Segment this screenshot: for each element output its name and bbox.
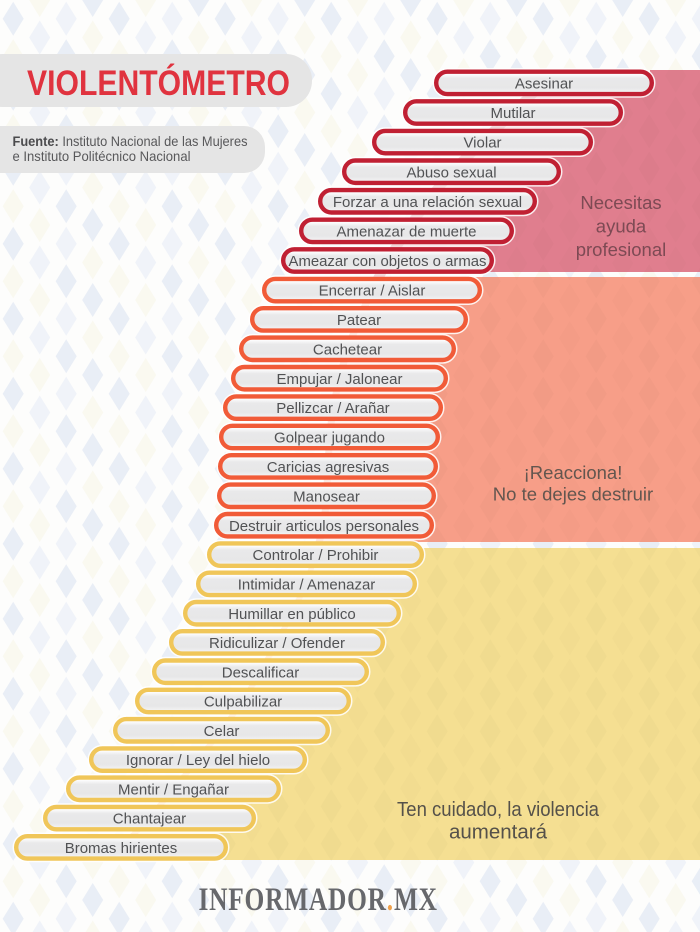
- svg-text:Pellizcar / Arañar: Pellizcar / Arañar: [276, 400, 389, 417]
- svg-text:Bromas hirientes: Bromas hirientes: [65, 840, 178, 857]
- svg-text:Descalificar: Descalificar: [222, 664, 300, 681]
- svg-text:Patear: Patear: [337, 312, 381, 329]
- svg-text:Violar: Violar: [463, 135, 501, 152]
- svg-text:Encerrar / Aislar: Encerrar / Aislar: [319, 283, 426, 300]
- svg-text:¡Reacciona!: ¡Reacciona!: [524, 462, 623, 483]
- svg-text:Mentir / Engañar: Mentir / Engañar: [118, 781, 229, 798]
- svg-text:INFORMADOR.MX: INFORMADOR.MX: [199, 882, 438, 918]
- svg-text:Humillar en público: Humillar en público: [228, 606, 356, 623]
- svg-text:Caricias agresivas: Caricias agresivas: [267, 459, 390, 476]
- svg-text:Abuso sexual: Abuso sexual: [406, 164, 496, 181]
- svg-text:VIOLENTÓMETRO: VIOLENTÓMETRO: [27, 63, 290, 103]
- svg-text:Manosear: Manosear: [293, 488, 360, 505]
- svg-text:Ameazar con objetos o armas: Ameazar con objetos o armas: [289, 253, 487, 270]
- svg-text:Celar: Celar: [204, 723, 240, 740]
- svg-text:aumentará: aumentará: [449, 821, 548, 844]
- svg-text:Mutilar: Mutilar: [490, 105, 535, 122]
- svg-text:Asesinar: Asesinar: [515, 76, 573, 93]
- svg-text:Cachetear: Cachetear: [313, 341, 382, 358]
- svg-text:Controlar / Prohibir: Controlar / Prohibir: [253, 547, 379, 564]
- svg-text:Amenazar de muerte: Amenazar de muerte: [336, 224, 476, 241]
- svg-text:profesional: profesional: [576, 239, 667, 260]
- svg-text:Intimidar / Amenazar: Intimidar / Amenazar: [238, 577, 376, 594]
- svg-text:Chantajear: Chantajear: [113, 811, 186, 828]
- svg-text:Forzar a una relación sexual: Forzar a una relación sexual: [333, 194, 522, 211]
- svg-text:ayuda: ayuda: [596, 216, 647, 237]
- svg-text:Golpear jugando: Golpear jugando: [274, 430, 385, 447]
- svg-text:Ignorar / Ley del hielo: Ignorar / Ley del hielo: [126, 752, 270, 769]
- svg-text:Empujar / Jalonear: Empujar / Jalonear: [277, 371, 403, 388]
- svg-text:Ridiculizar / Ofender: Ridiculizar / Ofender: [209, 635, 345, 652]
- svg-text:Fuente: Instituto Nacional de: Fuente: Instituto Nacional de las Mujere…: [13, 134, 248, 149]
- svg-text:Culpabilizar: Culpabilizar: [204, 694, 282, 711]
- svg-text:No te dejes destruir: No te dejes destruir: [493, 484, 653, 505]
- svg-text:Necesitas: Necesitas: [580, 192, 661, 213]
- svg-text:e Instituto Politécnico Nacion: e Instituto Politécnico Nacional: [13, 149, 191, 164]
- svg-text:Destruir articulos personales: Destruir articulos personales: [229, 518, 419, 535]
- svg-text:Ten cuidado, la violencia: Ten cuidado, la violencia: [397, 798, 600, 821]
